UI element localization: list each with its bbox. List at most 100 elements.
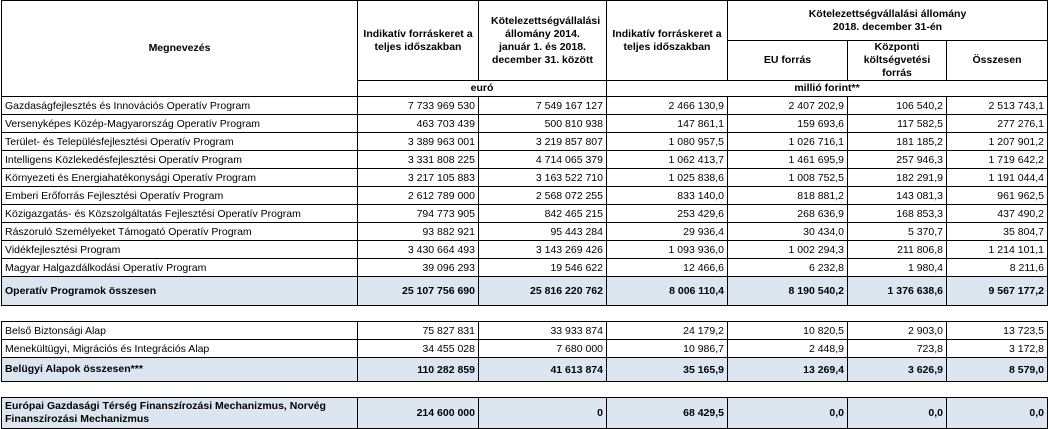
cell: 106 540,2	[847, 96, 947, 115]
cell: 41 613 874	[478, 357, 607, 382]
cell: 3 163 522 710	[478, 168, 607, 187]
cell: 1 719 642,2	[945, 150, 1048, 169]
gap-cell	[478, 381, 607, 398]
header-cell: Indikatív forráskeret a teljes időszakba…	[606, 0, 728, 81]
cell: 7 680 000	[478, 339, 607, 358]
cell: 68 429,5	[606, 397, 728, 429]
cell: 8 211,6	[945, 258, 1048, 277]
row-label: Gazdaságfejlesztés és Innovációs Operatí…	[1, 96, 358, 115]
row-label: Terület- és Településfejlesztési Operatí…	[1, 132, 358, 151]
row-label: Menekültügyi, Migrációs és Integrációs A…	[1, 339, 358, 358]
cell: 1 461 695,9	[727, 150, 848, 169]
cell: 147 861,1	[606, 114, 728, 133]
row-label: Belső Biztonsági Alap	[1, 321, 358, 340]
cell: 2 466 130,9	[606, 96, 728, 115]
cell: 1 191 044,4	[945, 168, 1048, 187]
header-cell: Indikatív forráskeret a teljes időszakba…	[357, 0, 479, 81]
cell: 500 810 938	[478, 114, 607, 133]
gap-cell	[727, 381, 848, 398]
cell: 1 025 838,6	[606, 168, 728, 187]
gap-cell	[946, 305, 1048, 322]
cell: 181 185,2	[847, 132, 947, 151]
total-row: Belügyi Alapok összesen*** 110 282 859 41 …	[1, 357, 1048, 382]
cell: 3 143 269 426	[478, 240, 607, 259]
row-label: Rászoruló Személyeket Támogató Operatív …	[1, 222, 358, 241]
header-cell: Kötelezettségvállalási állomány 2018. de…	[726, 0, 1048, 41]
gap-cell	[478, 305, 607, 322]
cell: 1 062 413,7	[606, 150, 728, 169]
data-row: Belső Biztonsági Alap 75 827 831 33 933 87…	[1, 321, 1048, 340]
cell: 3 430 664 493	[357, 240, 479, 259]
cell: 961 962,5	[945, 186, 1048, 205]
cell: 1 207 901,2	[945, 132, 1048, 151]
cell: 25 816 220 762	[478, 276, 607, 306]
cell: 268 636,9	[727, 204, 848, 223]
data-row: Gazdaságfejlesztés és Innovációs Operatí…	[1, 96, 1048, 115]
data-row: Rászoruló Személyeket Támogató Operatív …	[1, 222, 1048, 241]
cell: 1 002 294,3	[727, 240, 848, 259]
data-row: Versenyképes Közép-Magyarország Operatív…	[1, 114, 1048, 133]
cell: 7 733 969 530	[357, 96, 479, 115]
cell: 29 936,4	[606, 222, 728, 241]
unit-cell: euró	[357, 80, 607, 97]
cell: 143 081,3	[847, 186, 947, 205]
data-row: Környezeti és Energiahatékonysági Operat…	[1, 168, 1048, 187]
cell: 1 080 957,5	[606, 132, 728, 151]
cell: 159 693,6	[727, 114, 848, 133]
data-row: Emberi Erőforrás Fejlesztési Operatív Pr…	[1, 186, 1048, 205]
gap-cell	[1, 381, 358, 398]
cell: 818 881,2	[727, 186, 848, 205]
data-row: Vidékfejlesztési Program 3 430 664 493 3 1…	[1, 240, 1048, 259]
cell: 1 214 101,1	[945, 240, 1048, 259]
gap-row	[1, 305, 1048, 322]
cell: 8 006 110,4	[606, 276, 728, 306]
gap-cell	[606, 305, 728, 322]
gap-cell	[357, 305, 479, 322]
data-row: Terület- és Településfejlesztési Operatí…	[1, 132, 1048, 151]
cell: 0	[478, 397, 607, 429]
cell: 19 546 622	[478, 258, 607, 277]
cell: 9 567 177,2	[945, 276, 1048, 306]
gap-cell	[606, 381, 728, 398]
row-label: Európai Gazdasági Térség Finanszírozási …	[1, 397, 358, 429]
cell: 0,0	[847, 397, 947, 429]
cell: 110 282 859	[357, 357, 479, 382]
gap-cell	[946, 381, 1048, 398]
gap-cell	[1, 305, 358, 322]
cell: 25 107 756 690	[357, 276, 479, 306]
data-row: Intelligens Közlekedésfejlesztési Operat…	[1, 150, 1048, 169]
cell: 2 568 072 255	[478, 186, 607, 205]
row-label: Közigazgatás- és Közszolgáltatás Fejlesz…	[1, 204, 358, 223]
total-row: Európai Gazdasági Térség Finanszírozási …	[1, 397, 1048, 429]
cell: 4 714 065 379	[478, 150, 607, 169]
gap-cell	[727, 305, 848, 322]
cell: 1 093 936,0	[606, 240, 728, 259]
total-row: Operatív Programok összesen 25 107 756 69…	[1, 276, 1048, 306]
cell: 33 933 874	[478, 321, 607, 340]
cell: 211 806,8	[847, 240, 947, 259]
cell: 35 165,9	[606, 357, 728, 382]
cell: 34 455 028	[357, 339, 479, 358]
row-label: Belügyi Alapok összesen***	[1, 357, 358, 382]
row-label: Magyar Halgazdálkodási Operatív Program	[1, 258, 358, 277]
header-cell: EU forrás	[727, 40, 848, 81]
row-label: Operatív Programok összesen	[1, 276, 358, 306]
cell: 1 008 752,5	[727, 168, 848, 187]
cell: 842 465 215	[478, 204, 607, 223]
data-row: Közigazgatás- és Közszolgáltatás Fejlesz…	[1, 204, 1048, 223]
gap-row	[1, 381, 1048, 398]
cell: 3 172,8	[945, 339, 1048, 358]
cell: 277 276,1	[945, 114, 1048, 133]
row-label: Vidékfejlesztési Program	[1, 240, 358, 259]
cell: 794 773 905	[357, 204, 479, 223]
cell: 1 376 638,6	[847, 276, 947, 306]
cell: 833 140,0	[606, 186, 728, 205]
table-body: Gazdaságfejlesztés és Innovációs Operatí…	[1, 96, 1048, 429]
row-label: Emberi Erőforrás Fejlesztési Operatív Pr…	[1, 186, 358, 205]
cell: 182 291,9	[847, 168, 947, 187]
cell: 0,0	[945, 397, 1048, 429]
cell: 1 980,4	[847, 258, 947, 277]
cell: 723,8	[847, 339, 947, 358]
cell: 13 269,4	[727, 357, 848, 382]
cell: 10 820,5	[727, 321, 848, 340]
